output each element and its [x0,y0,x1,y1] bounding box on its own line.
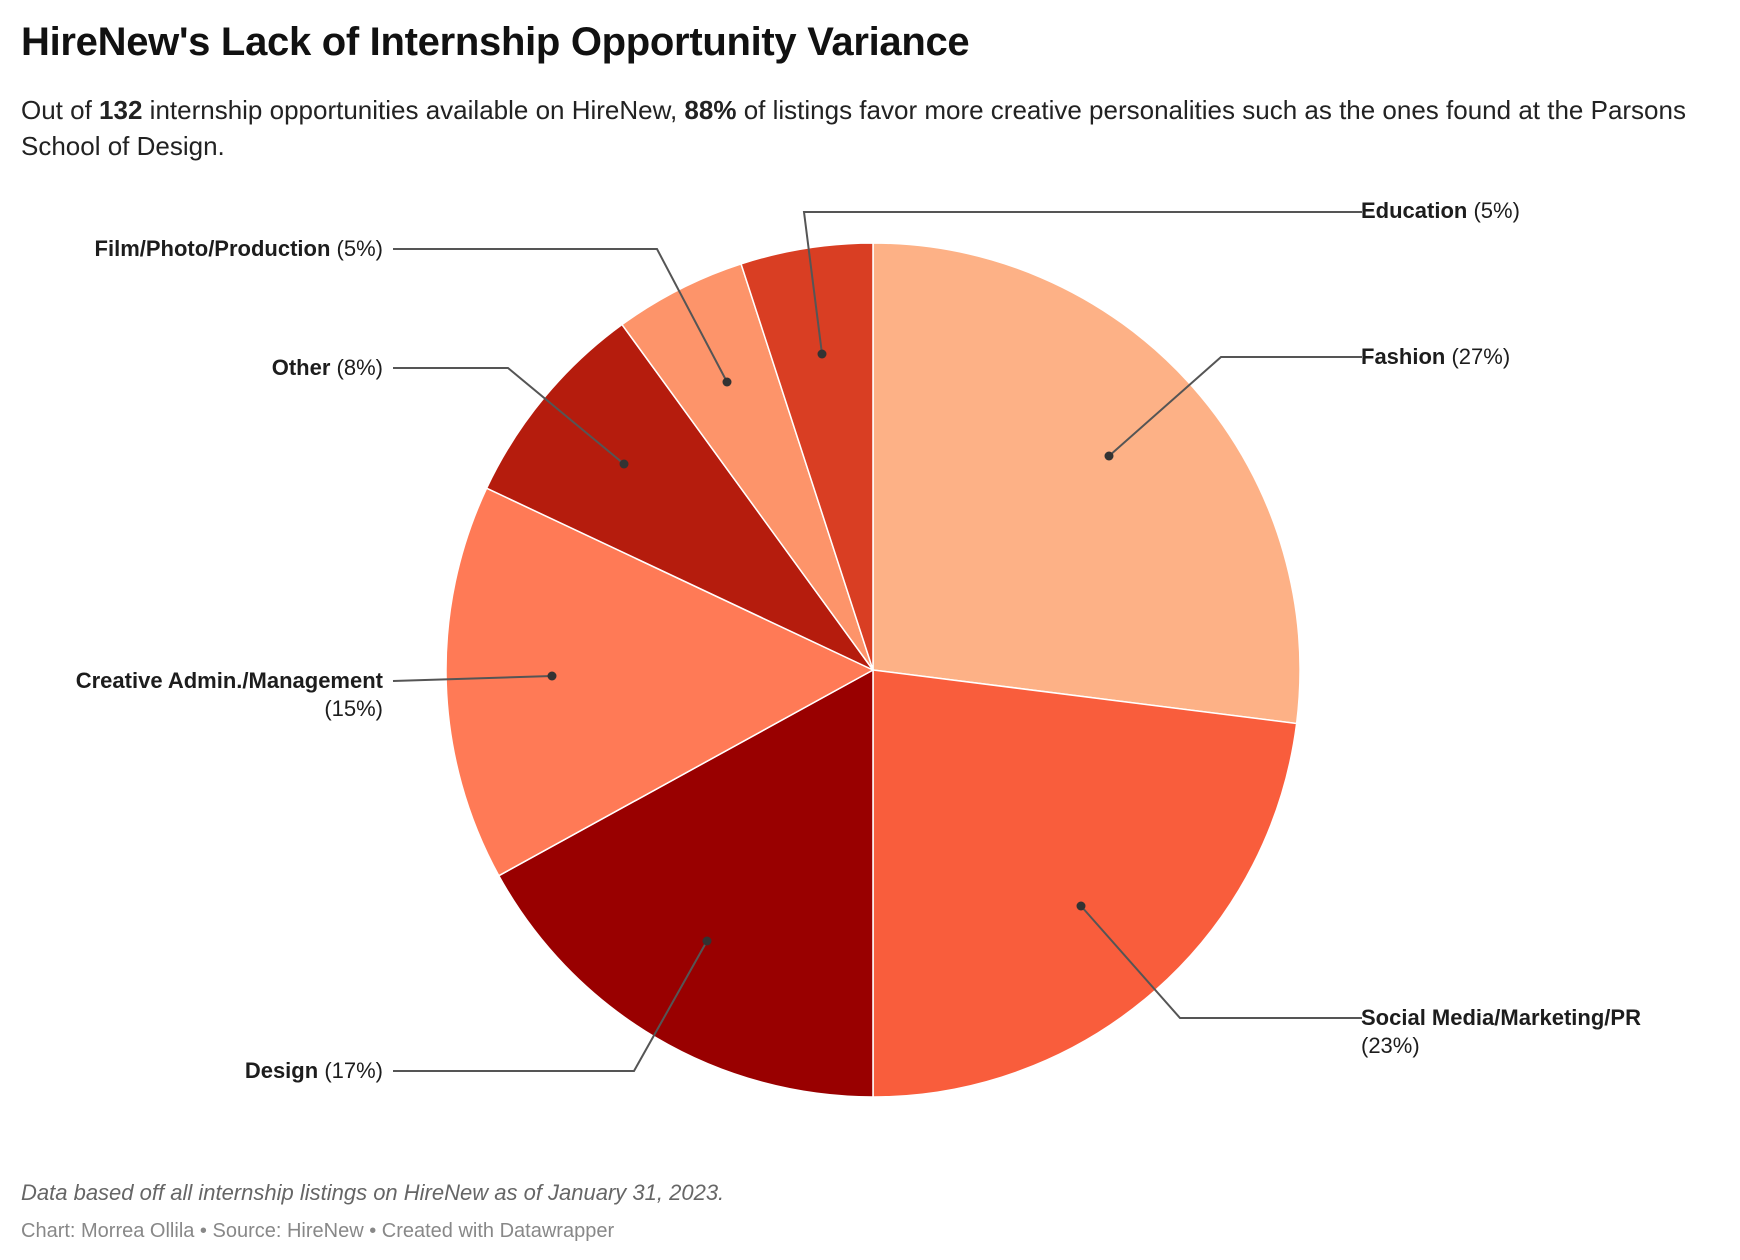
pie-slices [445,242,1301,1098]
leader-line-creative [392,675,553,682]
leader-line-education [802,211,1362,355]
leader-line-other [393,367,625,465]
chart-byline: Chart: Morrea Ollila • Source: HireNew •… [21,1220,615,1242]
label-fashion: Fashion (27%) [1361,344,1511,369]
chart-title: HireNew's Lack of Internship Opportunity… [21,20,970,64]
pie-slice-fashion [872,242,1301,725]
dot-film [722,377,732,387]
leader-line-fashion [1108,356,1362,457]
dot-education [817,349,827,359]
dot-fashion [1104,451,1114,461]
leader-lines [392,211,1362,1072]
label-creative-admin: Creative Admin./Management (15%) [75,668,383,721]
label-design: Design (17%) [244,1058,383,1083]
label-other: Other (8%) [271,355,383,380]
dot-social [1076,901,1086,911]
dot-design [702,936,712,946]
dot-other [619,459,629,469]
pie-slice-creative-admin-management [445,487,875,877]
chart-notes: Data based off all internship listings o… [21,1180,725,1205]
leader-dots [547,349,1114,946]
leader-line-social [1080,905,1362,1019]
label-education: Education (5%) [1361,198,1520,223]
label-social-media: Social Media/Marketing/PR (23%) [1361,1005,1641,1058]
pie-slice-design [497,668,874,1098]
dot-creative [547,671,557,681]
chart-subtitle: Out of 132 internship opportunities avai… [21,95,1686,161]
label-film: Film/Photo/Production (5%) [94,236,383,261]
pie-slice-education [740,242,874,671]
pie-slice-social-media-marketing-pr [872,669,1298,1098]
leader-line-design [393,940,708,1072]
leader-line-film [393,248,728,383]
